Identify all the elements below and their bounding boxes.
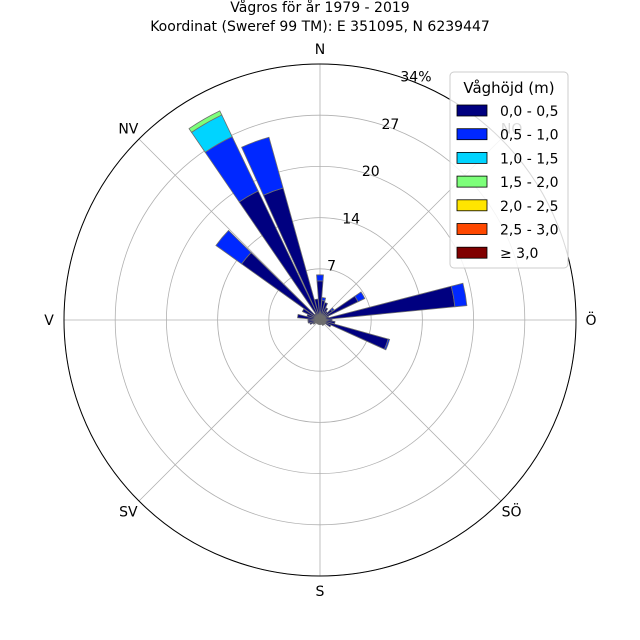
radial-tick-label-3: 27 — [381, 117, 399, 133]
sector-bars — [188, 110, 468, 351]
direction-label-SV: SV — [119, 505, 138, 521]
radial-tick-label-0: 7 — [327, 259, 336, 275]
legend-swatch-3 — [456, 175, 488, 188]
legend-swatch-2 — [456, 151, 488, 164]
bar-sector-60-bin-1 — [354, 291, 366, 303]
bar-sector-80-bin-1 — [450, 282, 468, 308]
bar-sector-110-bin-0 — [319, 319, 389, 350]
legend-label-4: 2,0 - 2,5 — [500, 199, 558, 215]
grid-spoke-NV — [138, 138, 321, 321]
legend-label-0: 0,0 - 0,5 — [500, 104, 558, 120]
legend: Våghöjd (m) 0,0 - 0,5 0,5 - 1,0 1,0 - 1,5 1,… — [449, 71, 569, 269]
legend-swatch-6 — [456, 246, 488, 259]
direction-label-V: V — [44, 313, 54, 329]
legend-swatch-5 — [456, 223, 488, 235]
grid-spoke-SV — [138, 319, 321, 502]
legend-label-3: 1,5 - 2,0 — [500, 175, 558, 191]
legend-swatch-1 — [456, 128, 488, 141]
grid-spoke-SÖ — [319, 319, 502, 502]
polar-frame — [63, 63, 577, 577]
radial-tick-label-4: 34% — [400, 69, 431, 85]
bar-sector-80-bin-0 — [319, 285, 456, 321]
bar-sector-10-bin-1 — [321, 297, 327, 302]
direction-label-Ö: Ö — [585, 311, 596, 329]
legend-label-1: 0,5 - 1,0 — [500, 128, 558, 144]
chart-title: Vågros för år 1979 - 2019 — [230, 0, 410, 16]
bar-sector-350-bin-0 — [314, 298, 321, 321]
bar-sector-340-bin-1 — [241, 136, 284, 196]
bar-sector-0-bin-1 — [316, 274, 324, 282]
legend-label-2: 1,0 - 1,5 — [500, 151, 558, 167]
legend-box — [449, 71, 569, 269]
bar-sector-330-bin-3 — [188, 110, 223, 133]
radial-tick-label-1: 14 — [342, 211, 360, 227]
direction-label-S: S — [316, 584, 325, 600]
chart-subtitle: Koordinat (Sweref 99 TM): E 351095, N 62… — [150, 19, 490, 35]
legend-swatch-0 — [456, 104, 488, 117]
legend-label-5: 2,5 - 3,0 — [500, 223, 558, 239]
radial-tick-label-2: 20 — [362, 164, 380, 180]
direction-label-N: N — [315, 42, 325, 58]
direction-label-SÖ: SÖ — [502, 503, 522, 521]
bar-sector-110-bin-1 — [383, 338, 391, 351]
bar-sector-310-bin-1 — [215, 229, 252, 265]
outer-frame — [63, 63, 577, 577]
direction-label-NV: NV — [118, 121, 138, 137]
legend-label-6: ≥ 3,0 — [500, 246, 538, 262]
legend-title: Våghöjd (m) — [463, 79, 554, 97]
axis-labels: NNOÖSÖSSVVNV714202734% — [44, 42, 596, 600]
legend-swatch-4 — [456, 199, 488, 212]
